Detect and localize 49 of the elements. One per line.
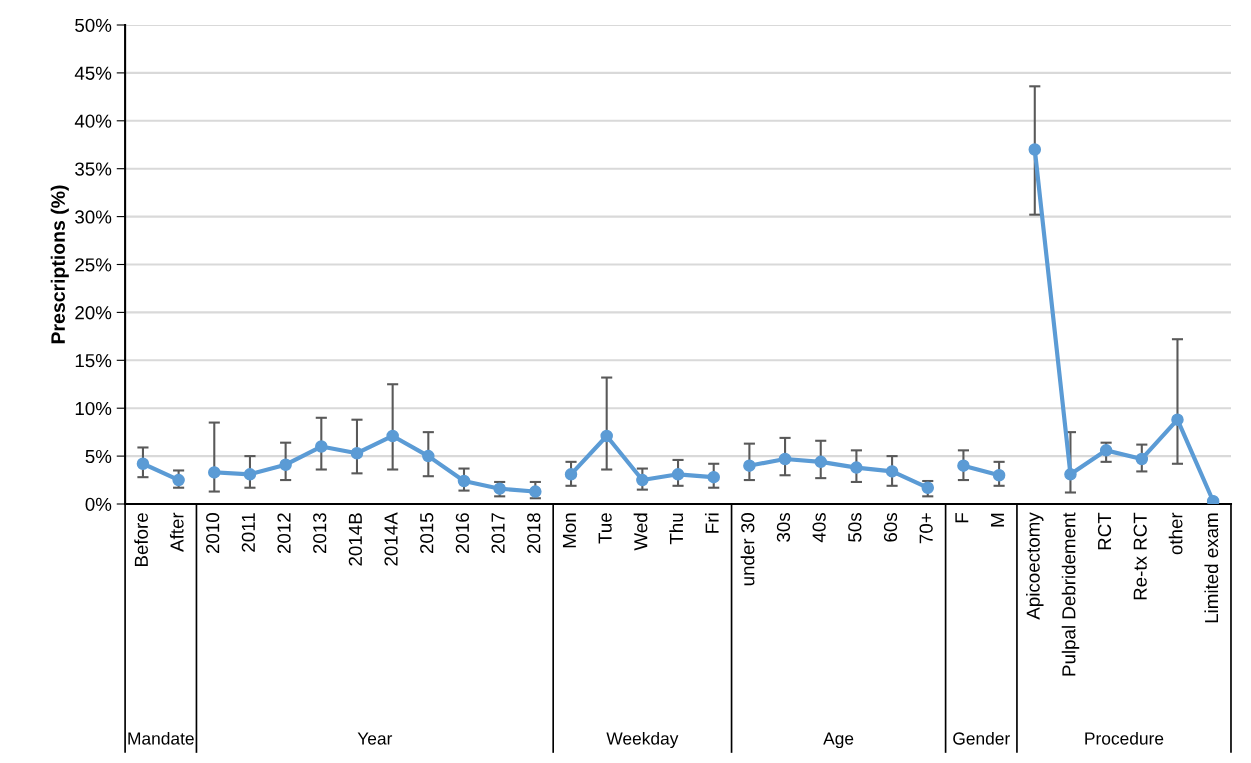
x-tick-label: 2011 [241,513,255,552]
x-tick-label: Re-tx RCT [1133,512,1147,600]
y-tick-label: 35% [75,162,112,176]
x-tick-label: Thu [669,513,684,545]
y-tick-label: 30% [75,210,112,224]
x-tick-label: 2018 [527,513,541,554]
x-tick-label: 2012 [277,513,291,554]
x-tick-label: 2010 [206,513,220,554]
x-tick-label: 2016 [455,513,470,554]
text: Gender [953,731,1010,745]
x-tick-label: 2014A [384,512,398,566]
y-tick-label: 45% [74,66,112,80]
x-tick-label: other [1168,512,1183,555]
text: Mandate [128,731,194,745]
y-tick-label: 40% [74,114,112,128]
text: Year [357,732,393,745]
text: Weekday [606,731,679,749]
x-tick-label: Before [134,513,148,567]
x-tick-label: After [169,512,184,552]
y-tick-label: 50% [75,18,112,32]
x-tick-label: Apicoectomy [1026,512,1044,620]
x-tick-label: 2017 [491,513,505,554]
x-tick-label: 40s [812,513,826,543]
x-tick-label: F [955,513,969,523]
x-tick-label: M [991,513,1004,527]
x-tick-label: Wed [633,513,648,551]
y-tick-label: 20% [75,306,112,320]
x-tick-label: 2013 [313,513,327,554]
x-tick-label: Limited exam [1204,513,1219,623]
x-tick-label: Mon [562,513,577,548]
x-tick-label: 60s [883,513,898,542]
y-tick-label: 5% [85,449,112,464]
y-axis-title: Prescriptions (%) [50,185,69,344]
x-tick-label: Fri [704,513,719,533]
y-tick-label: 15% [75,354,112,368]
y-tick-label: 25% [75,258,112,272]
x-tick-label: 50s [848,513,862,542]
x-tick-label: 2014B [348,513,363,566]
x-tick-label: Tue [598,513,612,544]
x-tick-label: 70+ [919,513,933,544]
y-tick-label: 10% [75,401,112,416]
x-tick-label: Pulpal Debridement [1061,512,1080,676]
text: Procedure [1085,731,1164,745]
x-tick-label: under 30 [740,513,755,586]
y-tick-label: 0% [85,497,112,511]
x-tick-label: 2015 [420,513,434,554]
text: Age [823,732,854,749]
x-tick-label: RCT [1097,512,1112,550]
x-tick-label: 30s [776,513,791,542]
